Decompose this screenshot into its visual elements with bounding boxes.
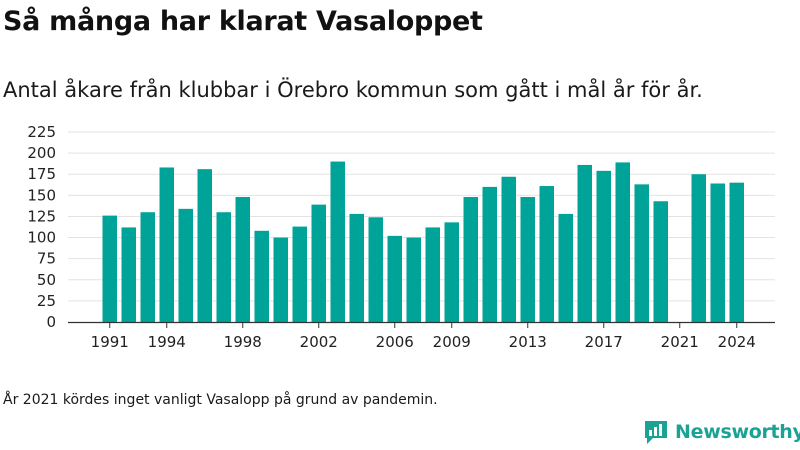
y-tick-label: 0 bbox=[46, 313, 56, 331]
y-tick-label: 125 bbox=[27, 207, 56, 225]
bar bbox=[216, 212, 231, 322]
bar bbox=[596, 170, 611, 322]
bar bbox=[577, 164, 592, 322]
x-tick-label: 2002 bbox=[300, 333, 338, 351]
y-tick-label: 175 bbox=[27, 165, 56, 183]
bar bbox=[710, 183, 725, 322]
y-tick-label: 200 bbox=[27, 144, 56, 162]
bar bbox=[444, 222, 459, 322]
x-tick-label: 2013 bbox=[509, 333, 547, 351]
newsworthy-logo-icon bbox=[645, 421, 667, 444]
y-tick-label: 50 bbox=[37, 271, 56, 289]
bar bbox=[159, 167, 174, 322]
y-tick-label: 25 bbox=[37, 292, 56, 310]
bar bbox=[539, 186, 554, 322]
x-tick-label: 2024 bbox=[718, 333, 756, 351]
bar bbox=[349, 213, 364, 322]
bar bbox=[235, 197, 250, 322]
x-tick-label: 2006 bbox=[376, 333, 414, 351]
bar bbox=[273, 237, 288, 322]
bar bbox=[292, 226, 307, 322]
bar bbox=[425, 227, 440, 322]
x-tick-label: 2017 bbox=[585, 333, 623, 351]
x-tick-label: 2021 bbox=[661, 333, 699, 351]
chart-subtitle: Antal åkare från klubbar i Örebro kommun… bbox=[3, 78, 703, 102]
bar bbox=[406, 237, 421, 322]
bar bbox=[729, 182, 744, 322]
x-tick-label: 1994 bbox=[148, 333, 186, 351]
brand-logo: Newsworthy bbox=[643, 419, 800, 445]
bar bbox=[387, 235, 402, 322]
bar bbox=[140, 212, 155, 322]
chart-title: Så många har klarat Vasaloppet bbox=[3, 6, 483, 37]
y-tick-label: 150 bbox=[27, 186, 56, 204]
bar bbox=[102, 215, 117, 322]
bar bbox=[178, 208, 193, 322]
bar bbox=[463, 197, 478, 322]
bar-chart: 0 25 50 75 100 125 150 175 200 225 1991 1994 1998 200… bbox=[27, 123, 775, 351]
bar bbox=[311, 204, 326, 322]
x-tick-label: 1998 bbox=[224, 333, 262, 351]
bar bbox=[368, 217, 383, 322]
bar bbox=[615, 162, 630, 322]
bar bbox=[482, 186, 497, 322]
bar bbox=[330, 161, 345, 322]
y-tick-label: 75 bbox=[37, 250, 56, 268]
footnote: År 2021 kördes inget vanligt Vasalopp på… bbox=[3, 392, 438, 408]
bar bbox=[501, 176, 516, 322]
bar bbox=[121, 227, 136, 322]
bar bbox=[254, 230, 269, 322]
brand-name: Newsworthy bbox=[675, 421, 800, 443]
bar bbox=[520, 197, 535, 322]
y-tick-label: 100 bbox=[27, 229, 56, 247]
bar bbox=[558, 213, 573, 322]
bar bbox=[197, 169, 212, 322]
bar bbox=[691, 174, 706, 322]
x-tick-label: 1991 bbox=[91, 333, 129, 351]
y-tick-label: 225 bbox=[27, 123, 56, 141]
bar bbox=[653, 201, 668, 322]
x-tick-label: 2009 bbox=[433, 333, 471, 351]
bar bbox=[634, 184, 649, 322]
